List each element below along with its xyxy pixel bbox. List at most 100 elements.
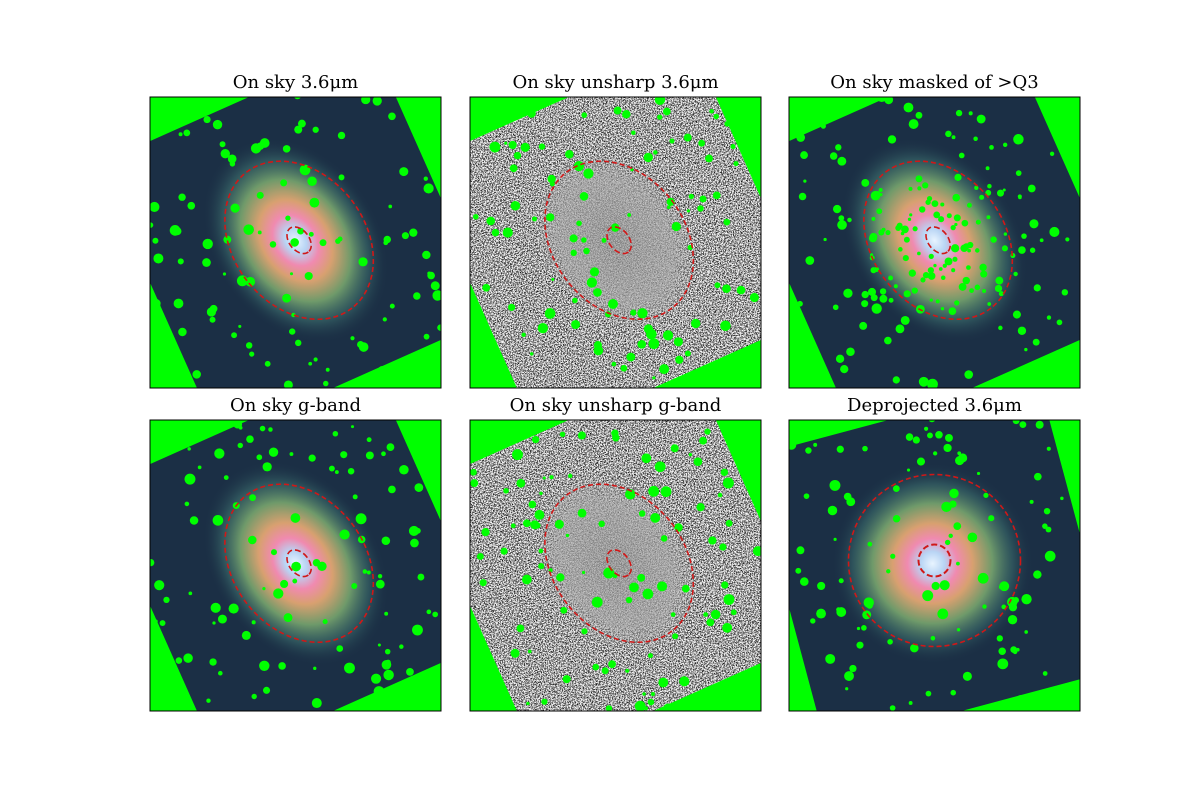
mask-blob — [280, 579, 289, 589]
mask-blob — [996, 635, 1003, 642]
mask-blob — [521, 574, 532, 585]
mask-blob — [915, 111, 923, 119]
mask-blob — [268, 427, 273, 432]
mask-blob — [679, 676, 690, 687]
aperture — [917, 543, 952, 578]
mask-blob — [832, 204, 842, 214]
mask-blob — [187, 201, 196, 210]
mask-blob — [983, 492, 989, 498]
mask-blob — [713, 113, 720, 120]
mask-blob — [816, 608, 826, 619]
aperture — [847, 473, 1022, 648]
mask-blob — [980, 270, 988, 278]
mask-blob — [366, 570, 371, 575]
mask-blob — [304, 271, 313, 281]
mask-blob — [673, 337, 683, 347]
mask-blob — [470, 442, 476, 453]
mask-blob — [803, 179, 807, 183]
aperture — [286, 549, 313, 578]
mask-blob — [996, 277, 1003, 284]
mask-blob — [289, 328, 296, 335]
mask-blob — [591, 596, 603, 608]
mask-blob — [308, 454, 316, 462]
panel-image — [470, 420, 761, 711]
mask-blob — [998, 647, 1006, 655]
mask-blob — [1013, 271, 1018, 277]
mask-blob — [648, 338, 660, 350]
mask-blob — [919, 206, 926, 213]
mask-blob — [220, 148, 230, 159]
mask-blob — [150, 646, 154, 652]
mask-blob — [657, 114, 663, 120]
mask-blob — [698, 139, 706, 147]
mask-blob — [938, 267, 943, 271]
mask-blob — [976, 114, 986, 124]
mask-blob — [259, 425, 266, 432]
mask-blob — [241, 630, 251, 640]
panel-image — [789, 420, 1080, 711]
mask-blob — [547, 174, 556, 184]
mask-blob — [150, 99, 153, 104]
mask-blob — [605, 705, 613, 711]
mask-blob — [350, 336, 355, 341]
mask-blob — [849, 664, 857, 673]
mask-blob — [895, 324, 905, 334]
mask-blob — [400, 97, 407, 104]
mask-blob — [297, 119, 306, 128]
mask-blob — [256, 191, 264, 199]
mask-blob — [896, 222, 903, 229]
mask-blob — [243, 224, 254, 235]
mask-blob — [684, 350, 691, 357]
mask-blob — [693, 457, 703, 467]
mask-blob — [388, 204, 393, 209]
mask-blob — [929, 298, 933, 302]
mask-blob — [270, 549, 277, 556]
mask-blob — [1063, 443, 1068, 448]
mask-blob — [956, 561, 960, 566]
mask-blob — [513, 151, 522, 160]
mask-blob — [642, 588, 654, 600]
mask-blob — [338, 174, 345, 181]
mask-blob — [905, 433, 914, 441]
mask-blob — [1066, 457, 1074, 465]
mask-blob — [620, 364, 628, 372]
mask-blob — [399, 464, 409, 475]
mask-blob — [559, 431, 566, 438]
mask-blob — [949, 488, 959, 499]
mask-blob — [206, 698, 211, 703]
mask-blob — [954, 222, 958, 227]
mask-blob — [565, 149, 574, 159]
mask-blob — [647, 698, 655, 706]
mask-blob — [257, 230, 262, 235]
mask-blob — [867, 287, 877, 296]
mask-blob — [482, 283, 491, 292]
mask-blob — [938, 216, 945, 223]
mask-blob — [951, 268, 956, 273]
mask-blob — [885, 229, 891, 236]
mask-blob — [950, 244, 960, 253]
mask-blob — [879, 192, 883, 197]
mask-blob — [376, 377, 384, 385]
panel-title: On sky masked of >Q3 — [830, 72, 1038, 93]
mask-blob — [833, 537, 837, 541]
mask-blob — [754, 364, 758, 369]
panel-frame — [788, 96, 1081, 389]
mask-blob — [893, 284, 898, 289]
mask-blob — [933, 211, 941, 219]
mask-blob — [1012, 310, 1021, 319]
mask-blob — [688, 453, 693, 457]
mask-blob — [1017, 326, 1027, 335]
panel-frame — [788, 419, 1081, 712]
mask-blob — [381, 451, 386, 457]
mask-blob — [976, 471, 981, 476]
mask-blob — [307, 176, 317, 186]
mask-blob — [957, 451, 962, 456]
mask-blob — [847, 217, 852, 223]
mask-blob — [337, 131, 346, 140]
mask-blob — [722, 622, 733, 633]
mask-blob — [1018, 195, 1022, 200]
mask-blob — [521, 332, 526, 338]
mask-blob — [625, 489, 636, 500]
mask-blob — [388, 485, 396, 494]
mask-blob — [688, 193, 694, 200]
